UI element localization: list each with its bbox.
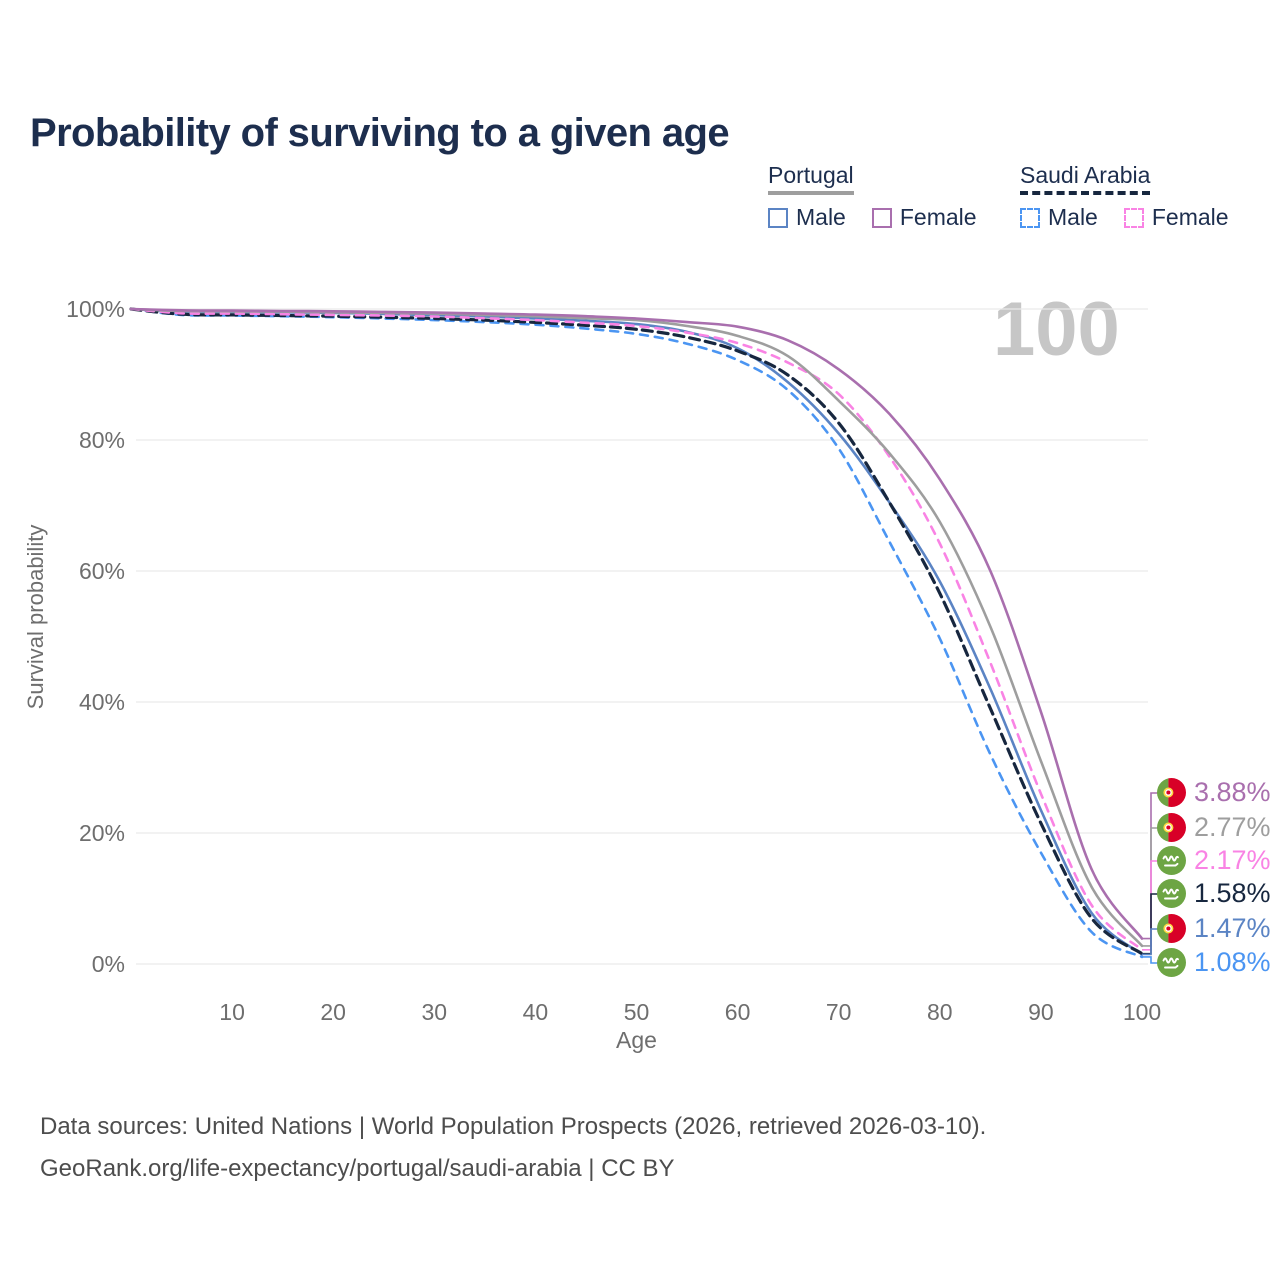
legend-item-female: Female [871, 204, 977, 231]
curve-saudi-arabia-female [129, 307, 1144, 952]
portugal-flag-icon [1157, 778, 1186, 807]
curve-portugal-male [129, 307, 1144, 956]
legend-item-male: Male [1020, 204, 1098, 231]
x-tick-label-50: 50 [624, 999, 650, 1025]
footer-attribution: GeoRank.org/life-expectancy/portugal/sau… [40, 1155, 675, 1182]
saudi-arabia-flag-icon [1157, 948, 1186, 977]
x-tick-label-60: 60 [725, 999, 751, 1025]
end-label-saudi-arabia-male: 1.08% [1156, 947, 1271, 978]
curve-saudi-arabia-both [129, 307, 1144, 956]
legend-item-female: Female [1123, 204, 1229, 231]
saudi-arabia-flag-icon [1157, 846, 1186, 875]
page-title: Probability of surviving to a given age [30, 110, 730, 155]
legend-items-row: Male Female [768, 204, 977, 231]
legend-country-name: Saudi Arabia [1020, 162, 1151, 196]
legend-items-row: Male Female [1020, 204, 1229, 231]
legend-item-label: Female [1151, 204, 1229, 231]
y-tick-label-100: 100% [66, 296, 125, 322]
x-tick-label-70: 70 [826, 999, 852, 1025]
legend-group-saudi-arabia: Saudi Arabia Male Female [1020, 162, 1229, 231]
curve-portugal-female [129, 307, 1144, 940]
end-label-value: 1.47% [1194, 913, 1271, 943]
saudi-arabia-flag-icon [1157, 879, 1186, 908]
y-tick-label-40: 40% [79, 689, 125, 715]
curve-saudi-arabia-male [129, 307, 1144, 959]
end-label-value: 1.58% [1194, 878, 1271, 908]
end-label-value: 2.17% [1194, 845, 1271, 875]
portugal-flag-icon [1157, 914, 1186, 943]
footer: Data sources: United Nations | World Pop… [40, 1106, 986, 1190]
end-label-value: 3.88% [1194, 777, 1271, 807]
legend-swatch-icon [768, 207, 788, 228]
legend-item-label: Male [1048, 204, 1098, 231]
legend-item-label: Female [899, 204, 977, 231]
x-tick-label-100: 100 [1123, 999, 1161, 1025]
x-tick-label-80: 80 [927, 999, 953, 1025]
end-label-value: 1.08% [1194, 947, 1271, 977]
age-watermark: 100 [993, 287, 1120, 372]
legend-swatch-icon [871, 207, 892, 228]
y-tick-label-20: 20% [79, 820, 125, 846]
legend-swatch-icon [1123, 207, 1144, 228]
legend-country-name: Portugal [768, 162, 854, 196]
footer-data-sources: Data sources: United Nations | World Pop… [40, 1113, 987, 1140]
x-tick-label-40: 40 [523, 999, 549, 1025]
y-tick-label-60: 60% [79, 558, 125, 584]
end-label-saudi-arabia-both: 1.58% [1156, 878, 1271, 909]
end-label-portugal-male: 1.47% [1156, 913, 1271, 944]
legend-group-portugal: Portugal Male Female [768, 162, 977, 231]
legend-swatch-icon [1020, 207, 1040, 228]
curve-portugal-both [129, 307, 1144, 948]
leader-line-portugal-male [1142, 928, 1158, 956]
end-label-portugal-both: 2.77% [1156, 812, 1271, 843]
portugal-flag-icon [1157, 813, 1186, 842]
x-tick-label-10: 10 [219, 999, 245, 1025]
end-label-portugal-female: 3.88% [1156, 777, 1271, 808]
end-label-saudi-arabia-female: 2.17% [1156, 845, 1271, 876]
y-axis-title: Survival probability [23, 525, 48, 710]
x-tick-label-90: 90 [1028, 999, 1054, 1025]
end-label-value: 2.77% [1194, 812, 1271, 842]
x-tick-label-30: 30 [422, 999, 448, 1025]
leader-line-saudi-arabia-male [1142, 956, 1158, 964]
x-tick-label-20: 20 [320, 999, 346, 1025]
x-axis-title: Age [616, 1027, 657, 1053]
legend-item-label: Male [796, 204, 846, 231]
y-tick-label-0: 0% [92, 951, 125, 977]
legend-item-male: Male [768, 204, 846, 231]
y-tick-label-80: 80% [79, 427, 125, 453]
